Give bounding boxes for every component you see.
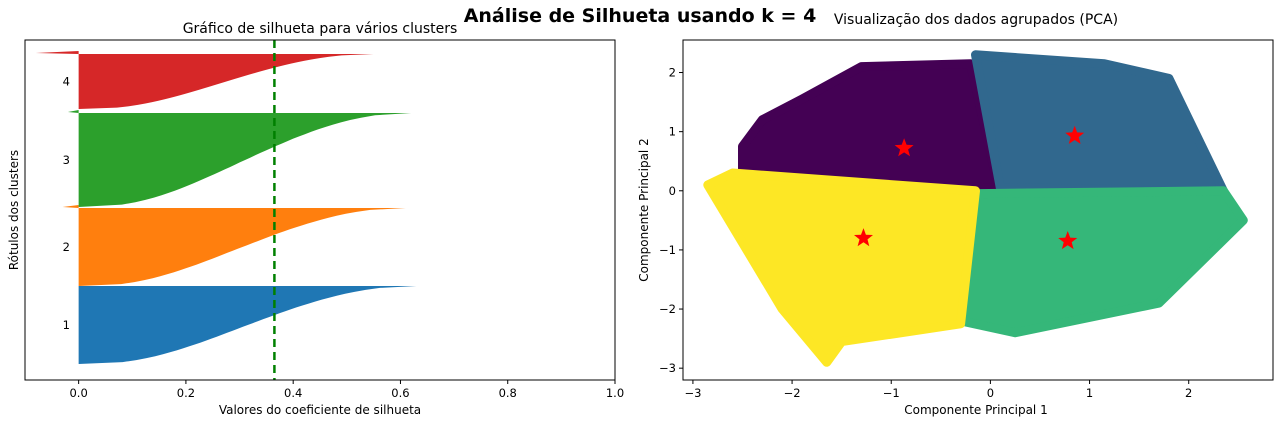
pca-title: Visualização dos dados agrupados (PCA) [834,12,1118,28]
pca-cluster-region-3 [703,168,980,367]
figure-title: Análise de Silhueta usando k = 4 [464,5,817,27]
pca-xtick-label: −1 [883,386,900,400]
pca-scatter-plot: Visualização dos dados agrupados (PCA) −… [637,12,1274,417]
silhouette-band-cluster-4 [78,54,374,109]
silhouette-band-cluster-1 [78,286,417,364]
silhouette-xtick-label: 0.0 [69,386,87,400]
pca-ytick-label: −1 [659,243,676,257]
silhouette-ylabel: Rótulos dos clusters [7,150,21,270]
centroid-star-1 [1065,125,1085,144]
silhouette-negative-tail-3 [67,110,79,113]
silhouette-negative-tail-2 [62,205,79,208]
pca-axes-frame [682,39,1274,381]
pca-ytick-label: 2 [669,66,676,80]
silhouette-cluster-label: 2 [63,240,70,254]
pca-ylabel: Componente Principal 2 [637,138,651,281]
pca-cluster-region-1 [971,50,1228,196]
silhouette-axes-frame [24,39,616,381]
silhouette-xtick-label: 0.8 [499,386,517,400]
silhouette-negative-tail-4 [35,51,79,54]
silhouette-plot: Gráfico de silhueta para vários clusters… [7,21,624,417]
pca-cluster-region-0 [738,59,1003,193]
pca-xlabel: Componente Principal 1 [904,403,1047,417]
silhouette-xtick-label: 0.4 [284,386,302,400]
pca-xtick-label: 0 [987,386,994,400]
pca-xtick-label: 2 [1185,386,1192,400]
silhouette-title: Gráfico de silhueta para vários clusters [183,21,458,37]
centroid-star-3 [854,228,873,247]
silhouette-xtick-label: 0.2 [177,386,195,400]
silhouette-xlabel: Valores do coeficiente de silhueta [219,403,421,417]
pca-ytick-label: −2 [659,302,676,316]
pca-ytick-label: 1 [669,125,676,139]
centroid-star-2 [1058,231,1078,250]
silhouette-band-cluster-3 [78,113,412,207]
silhouette-cluster-label: 4 [63,75,70,89]
silhouette-cluster-label: 3 [63,153,70,167]
centroid-star-0 [894,138,914,157]
silhouette-xtick-label: 0.6 [391,386,409,400]
pca-xtick-label: −3 [684,386,701,400]
pca-ytick-label: 0 [669,184,676,198]
pca-xtick-label: −2 [784,386,801,400]
silhouette-band-cluster-2 [78,208,406,286]
silhouette-xtick-label: 1.0 [606,386,624,400]
pca-cluster-region-2 [956,186,1248,338]
pca-ytick-label: −3 [659,361,676,375]
pca-xtick-label: 1 [1086,386,1093,400]
silhouette-cluster-label: 1 [63,318,70,332]
